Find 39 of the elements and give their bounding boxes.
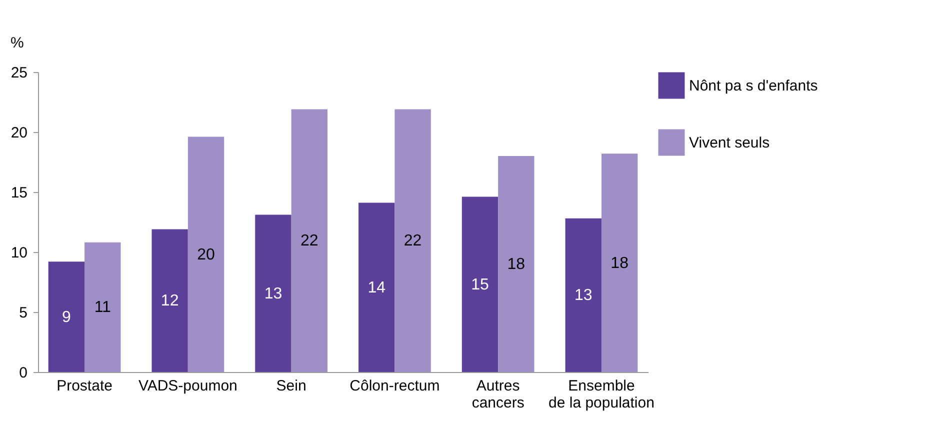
- y-tick-label: 25: [10, 64, 28, 82]
- x-tick-label: Prostate: [56, 378, 112, 394]
- bar: [358, 202, 395, 372]
- legend-label: Vivent seuls: [689, 134, 770, 152]
- x-tick-label: Côlon-rectum: [350, 378, 440, 394]
- data-label: 20: [197, 246, 216, 264]
- data-label: 13: [264, 285, 282, 302]
- data-label: 18: [610, 254, 629, 272]
- bar: [601, 154, 638, 372]
- bar: [498, 156, 534, 372]
- legend-label: Nônt pa s d'enfants: [689, 78, 818, 94]
- bar: [48, 262, 85, 372]
- bar: [188, 136, 224, 372]
- data-label: 12: [160, 292, 179, 310]
- data-label: 13: [574, 287, 592, 304]
- bar: [394, 109, 431, 372]
- x-tick-label: Ensemble de la population: [548, 378, 654, 412]
- y-axis-title: %: [10, 34, 24, 52]
- bar: [462, 196, 498, 372]
- data-label: 15: [471, 276, 489, 294]
- data-label: 22: [300, 232, 318, 250]
- bar: [152, 229, 188, 372]
- data-label: 22: [404, 232, 422, 250]
- y-tick-label: 20: [10, 124, 28, 142]
- x-tick-label: Autres cancers: [472, 378, 524, 412]
- y-tick-label: 15: [10, 184, 28, 202]
- bar: [255, 214, 292, 372]
- y-tick-label: 0: [19, 364, 28, 382]
- x-tick-label: VADS-poumon: [138, 378, 238, 394]
- x-tick-label: Sein: [276, 378, 306, 394]
- y-tick-label: 10: [10, 244, 28, 262]
- y-tick-label: 5: [19, 304, 28, 322]
- bar: [291, 109, 328, 372]
- bar: [565, 218, 602, 372]
- data-label: 9: [62, 308, 71, 326]
- data-label: 14: [368, 279, 386, 296]
- bar: [84, 242, 121, 372]
- data-label: 18: [507, 256, 526, 273]
- data-label: 11: [94, 299, 112, 316]
